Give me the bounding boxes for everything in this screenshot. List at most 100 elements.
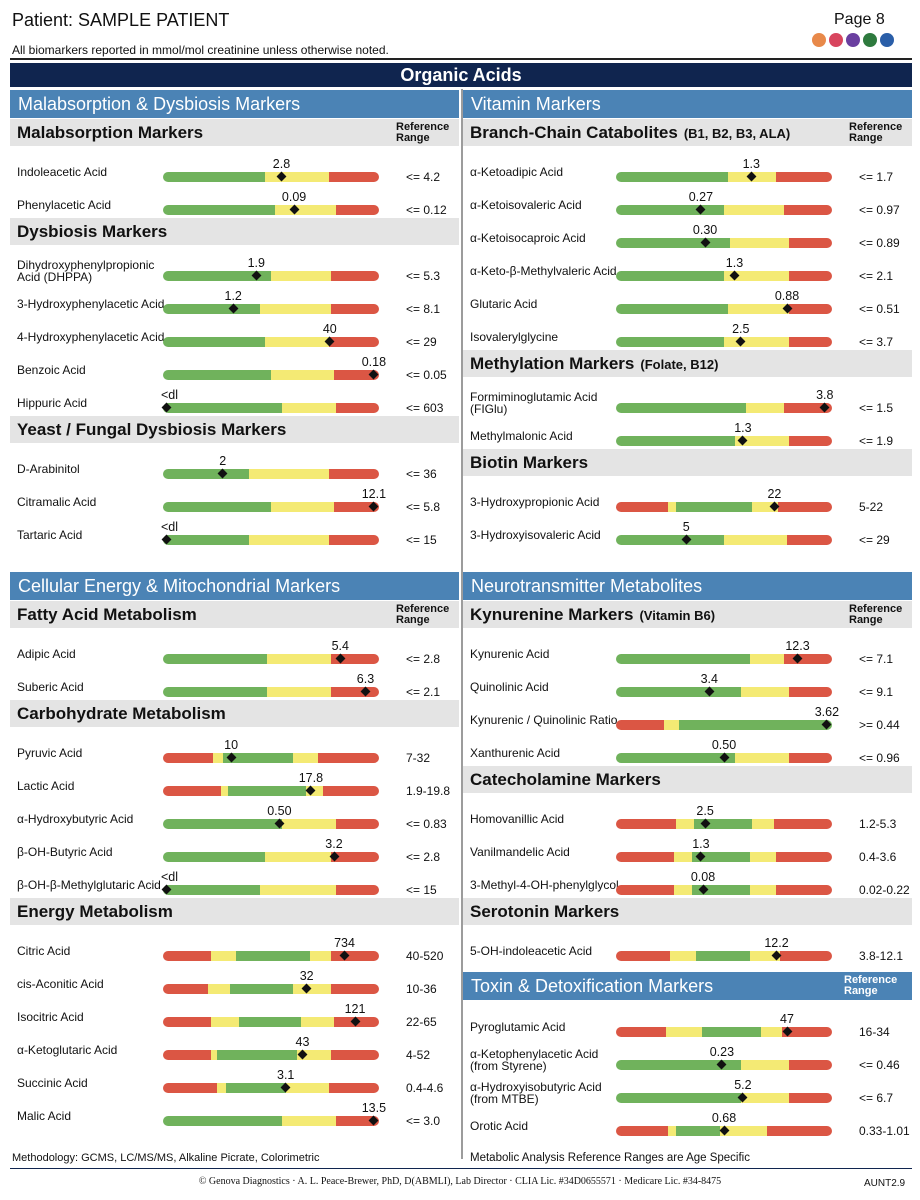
section-title: Cellular Energy & Mitochondrial Markers (18, 576, 341, 596)
range-bar (163, 403, 379, 413)
reference-range: 4-52 (406, 1048, 431, 1062)
result-marker (361, 687, 370, 696)
range-segment-green (616, 172, 729, 182)
range-segment-red (331, 1050, 379, 1060)
range-bar (163, 1083, 379, 1093)
range-bar (616, 205, 832, 215)
result-marker (793, 654, 802, 663)
range-segment-green (163, 304, 261, 314)
result-value: 3.2 (325, 837, 343, 851)
range-bar (163, 687, 379, 697)
range-segment-green (616, 1093, 742, 1103)
section-header-malabsorption-dysbiosis-markers: Malabsorption & Dysbiosis Markers (10, 90, 459, 118)
range-bar (163, 819, 379, 829)
range-segment-green (616, 205, 724, 215)
biomarker-row: Quinolinic Acid 3.4 <= 9.1 (463, 667, 912, 700)
range-segment-green (678, 720, 832, 730)
result-marker (229, 304, 238, 313)
group-header-dysbiosis-markers: Dysbiosis Markers (10, 218, 459, 245)
range-segment-yellow (210, 1050, 217, 1060)
group-header-methylation-markers: Methylation Markers (Folate, B12) (463, 350, 912, 377)
range-bar (616, 753, 832, 763)
range-segment-yellow (663, 720, 679, 730)
reference-range: <= 0.89 (859, 236, 900, 250)
biomarker-name: α-Ketoisocaproic Acid (470, 230, 586, 245)
range-segment-green (616, 1060, 742, 1070)
result-marker (281, 1083, 290, 1092)
range-segment-green (225, 1083, 287, 1093)
result-value: 0.88 (774, 289, 800, 303)
group-title: Kynurenine Markers (470, 605, 634, 624)
range-bar (616, 271, 832, 281)
biomarker-name: 3-Methyl-4-OH-phenylglycol (470, 877, 619, 892)
biomarker-name: Lactic Acid (17, 778, 75, 793)
reference-range: 7-32 (406, 751, 431, 765)
range-segment-yellow (264, 337, 330, 347)
range-segment-red (335, 819, 379, 829)
range-segment-red (775, 885, 832, 895)
range-segment-yellow (210, 1017, 239, 1027)
range-segment-yellow (275, 205, 336, 215)
lab-credit: © Genova Diagnostics · A. L. Peace-Brewe… (198, 1176, 722, 1187)
biomarker-name: Adipic Acid (17, 646, 76, 661)
biomarker-name: Tartaric Acid (17, 527, 83, 542)
result-marker (747, 172, 756, 181)
range-segment-red (784, 403, 832, 413)
result-value: 17.8 (298, 771, 324, 785)
brand-dot (863, 33, 877, 47)
result-marker (218, 469, 227, 478)
range-segment-green (163, 852, 265, 862)
result-value: 12.2 (764, 936, 789, 950)
result-value: 5.2 (734, 1078, 752, 1092)
range-bar (616, 885, 832, 895)
range-segment-red (329, 469, 379, 479)
range-segment-red (322, 786, 379, 796)
range-segment-red (788, 238, 832, 248)
footer-divider (10, 1168, 912, 1169)
group-note: (B1, B2, B3, ALA) (683, 126, 791, 141)
biomarker-row: 5-OH-indoleacetic Acid 12.2 3.8-12.1 (463, 931, 912, 964)
range-segment-red (331, 951, 379, 961)
biomarker-row: Kynurenic Acid 12.3 <= 7.1 (463, 634, 912, 667)
biomarker-row: α-Ketoglutaric Acid 43 4-52 (10, 1030, 459, 1063)
reference-range-header: Reference Range (844, 974, 898, 997)
reference-range: 16-34 (859, 1025, 890, 1039)
group-title: Malabsorption Markers (17, 123, 204, 142)
reference-range-header: Reference Range (849, 121, 903, 144)
biomarker-name: β-OH-Butyric Acid (17, 844, 113, 859)
group-header-yeast-fungal-dysbiosis-markers: Yeast / Fungal Dysbiosis Markers (10, 416, 459, 443)
biomarker-name: Vanilmandelic Acid (470, 844, 570, 859)
reference-range: 0.4-3.6 (859, 850, 897, 864)
biomarker-name: Orotic Acid (470, 1118, 529, 1133)
range-segment-yellow (309, 951, 332, 961)
result-value: 32 (299, 969, 314, 983)
result-marker (696, 852, 705, 861)
range-segment-green (616, 403, 746, 413)
range-segment-yellow (292, 984, 332, 994)
reference-range: <= 0.05 (406, 368, 447, 382)
range-segment-yellow (745, 403, 785, 413)
range-segment-green (163, 469, 250, 479)
range-segment-green (616, 271, 724, 281)
biomarker-name: β-OH-β-Methylglutaric Acid (17, 877, 161, 892)
reference-range-header: Reference Range (396, 603, 450, 626)
range-segment-green (616, 337, 724, 347)
range-segment-red (784, 205, 832, 215)
result-marker (720, 1126, 729, 1135)
biomarker-name: α-Keto-β-Methylvaleric Acid (470, 263, 617, 278)
reference-range: <= 9.1 (859, 685, 894, 699)
biomarker-row: α-Ketophenylacetic Acid (from Styrene) 0.… (463, 1040, 912, 1073)
reference-range: <= 3.7 (859, 335, 894, 349)
reference-range: <= 29 (859, 533, 890, 547)
biomarker-name: α-Ketoadipic Acid (470, 164, 563, 179)
range-segment-yellow (674, 852, 692, 862)
reference-range: <= 0.46 (859, 1058, 900, 1072)
reference-range: 0.4-4.6 (406, 1081, 444, 1095)
methodology-note: Methodology: GCMS, LC/MS/MS, Alkaline Pi… (12, 1152, 320, 1164)
range-segment-green (163, 654, 267, 664)
range-segment-green (616, 436, 735, 446)
biomarker-name: Dihydroxyphenylpropionic Acid (DHPPA) (17, 257, 155, 284)
biomarker-row: 3-Hydroxypropionic Acid 22 5-22 (463, 482, 912, 515)
range-segment-green (163, 1116, 282, 1126)
range-segment-yellow (208, 984, 230, 994)
